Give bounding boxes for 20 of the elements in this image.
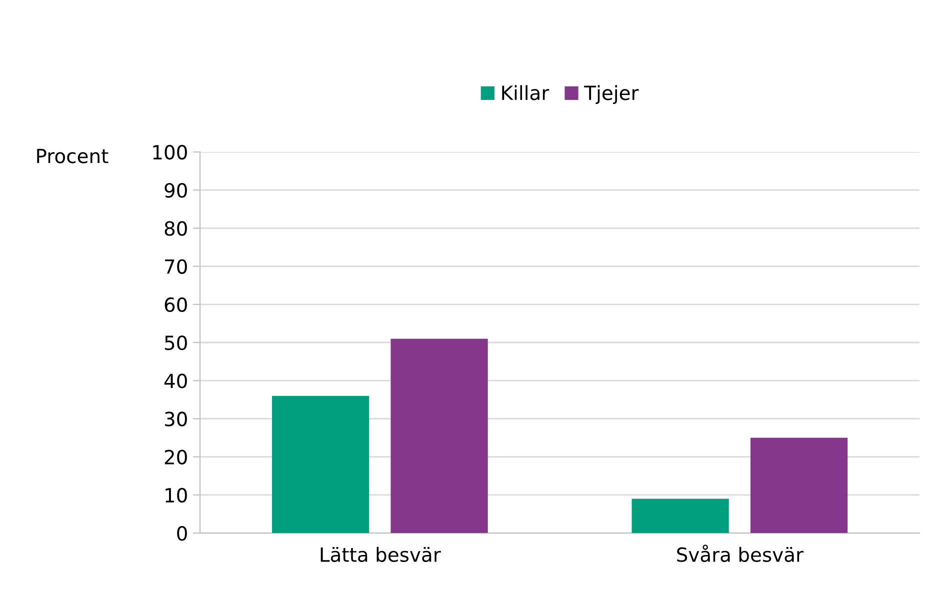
bar [632,498,729,534]
bar [272,396,370,534]
y-tick-label: 20 [164,450,187,464]
y-axis-title: Procent [37,148,108,164]
x-tick-label: Svåra besvär [677,544,804,562]
y-tick-label: 60 [164,297,187,312]
y-tick-label: 40 [164,374,187,388]
y-tick-label: 10 [166,488,187,503]
y-tick-label: 70 [165,259,187,274]
y-tick-label: 50 [164,335,187,350]
bar [390,338,488,534]
legend-label: Tjejer [584,85,639,104]
y-tick-label: 100 [153,144,187,160]
bar [750,438,848,534]
y-tick-label: 80 [164,221,187,236]
y-tick-label: 30 [164,412,187,426]
y-tick-label: 90 [164,183,187,198]
x-tick-label: Lätta besvär [320,546,441,562]
y-tick-label: 0 [177,526,187,541]
legend-label: Killar [502,85,550,100]
